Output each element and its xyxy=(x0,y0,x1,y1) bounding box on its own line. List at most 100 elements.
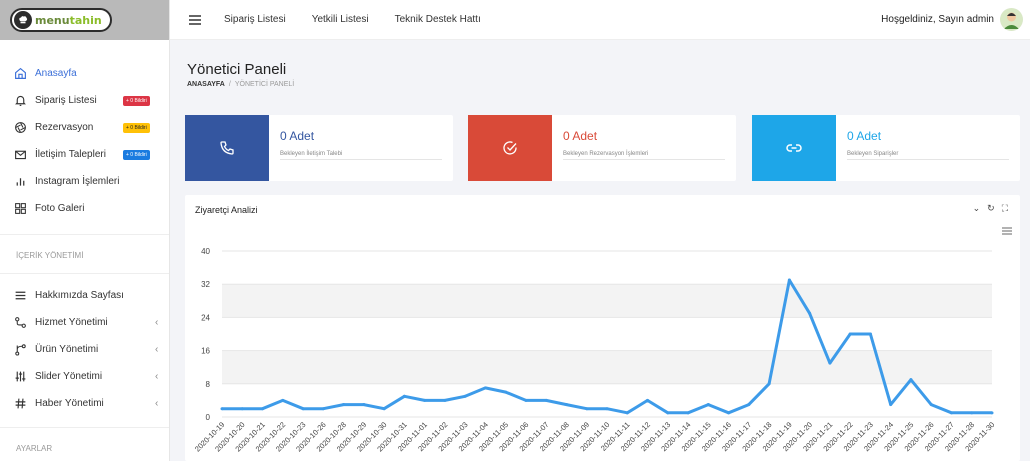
refresh-icon[interactable]: ↻ xyxy=(987,203,995,213)
grid-band xyxy=(222,284,992,318)
data-point[interactable] xyxy=(301,407,305,411)
data-point[interactable] xyxy=(949,411,953,415)
sidebar-item-label: İletişim Talepleri xyxy=(35,149,106,160)
sidebar: menutahin Anasayfa Sipariş Listesi + 0 B… xyxy=(0,0,170,461)
data-point[interactable] xyxy=(402,394,406,398)
grid-icon xyxy=(15,203,26,214)
data-point[interactable] xyxy=(646,398,650,402)
data-point[interactable] xyxy=(261,407,265,411)
data-point[interactable] xyxy=(848,332,852,336)
git-merge-icon xyxy=(15,344,26,356)
fullscreen-icon[interactable]: ⛶ xyxy=(1001,203,1008,213)
sidebar-item-foto-galeri[interactable]: Foto Galeri xyxy=(0,195,169,222)
section-title-content: İÇERİK YÖNETİMİ xyxy=(16,250,84,260)
data-point[interactable] xyxy=(706,403,710,407)
aperture-icon xyxy=(15,122,26,133)
notification-badge: + 0 Bildiri xyxy=(123,149,150,160)
data-point[interactable] xyxy=(504,390,508,394)
notification-badge: + 0 Bildiri xyxy=(123,122,150,133)
data-point[interactable] xyxy=(605,407,609,411)
data-point[interactable] xyxy=(686,411,690,415)
data-point[interactable] xyxy=(362,403,366,407)
data-point[interactable] xyxy=(625,411,629,415)
data-point[interactable] xyxy=(970,411,974,415)
y-tick-label: 40 xyxy=(201,247,210,256)
topbar: Sipariş Listesi Yetkili Listesi Teknik D… xyxy=(170,0,1030,40)
data-point[interactable] xyxy=(889,403,893,407)
stat-card-siparisler: 0 Adet Bekleyen Siparişler xyxy=(752,115,1020,181)
stat-card-rezervasyon: 0 Adet Bekleyen Rezervasyon İşlemleri xyxy=(468,115,736,181)
sidebar-item-rezervasyon[interactable]: Rezervasyon + 0 Bildiri xyxy=(0,114,169,141)
breadcrumb-current: YÖNETİCİ PANELİ xyxy=(234,81,295,88)
bar-chart-icon xyxy=(16,178,25,186)
topnav-siparis-listesi[interactable]: Sipariş Listesi xyxy=(224,14,286,25)
phone-icon xyxy=(220,141,234,155)
data-point[interactable] xyxy=(463,394,467,398)
logo[interactable]: menutahin xyxy=(10,8,112,32)
notification-badge: + 0 Bildiri xyxy=(123,95,150,106)
logo-text-tahin: tahin xyxy=(69,13,102,27)
hamburger-menu-icon[interactable] xyxy=(188,14,202,25)
data-point[interactable] xyxy=(483,386,487,390)
data-point[interactable] xyxy=(443,398,447,402)
data-point[interactable] xyxy=(220,407,224,411)
sidebar-item-label: Anasayfa xyxy=(35,68,77,79)
card-value: 0 Adet xyxy=(847,129,882,143)
y-tick-label: 8 xyxy=(206,380,211,389)
sliders-icon xyxy=(15,371,26,382)
sidebar-item-label: Slider Yönetimi xyxy=(35,371,103,382)
topnav-teknik-destek[interactable]: Teknik Destek Hattı xyxy=(394,14,481,25)
data-point[interactable] xyxy=(321,407,325,411)
sidebar-item-label: Ürün Yönetimi xyxy=(35,344,99,355)
data-point[interactable] xyxy=(808,311,812,315)
chevron-left-icon: ‹ xyxy=(155,344,159,355)
data-point[interactable] xyxy=(868,332,872,336)
data-point[interactable] xyxy=(585,407,589,411)
data-point[interactable] xyxy=(342,403,346,407)
data-point[interactable] xyxy=(666,411,670,415)
card-value: 0 Adet xyxy=(563,129,598,143)
sidebar-item-label: Foto Galeri xyxy=(35,203,85,214)
data-point[interactable] xyxy=(767,382,771,386)
stat-card-iletisim: 0 Adet Bekleyen İletişim Talebi xyxy=(185,115,453,181)
bell-icon xyxy=(15,95,26,106)
data-point[interactable] xyxy=(747,403,751,407)
sidebar-item-iletisim-talepleri[interactable]: İletişim Talepleri + 0 Bildiri xyxy=(0,141,169,168)
sidebar-item-instagram-islemleri[interactable]: Instagram İşlemleri xyxy=(0,168,169,195)
data-point[interactable] xyxy=(544,398,548,402)
data-point[interactable] xyxy=(727,411,731,415)
card-icon-bg xyxy=(752,115,836,181)
sidebar-item-slider-yonetimi[interactable]: Slider Yönetimi ‹ xyxy=(0,363,169,390)
link-icon xyxy=(786,144,802,152)
section-title-settings: AYARLAR xyxy=(16,443,53,453)
topnav-yetkili-listesi[interactable]: Yetkili Listesi xyxy=(311,14,369,25)
logo-text-menu: menu xyxy=(35,13,70,27)
avatar[interactable] xyxy=(1000,8,1023,31)
data-point[interactable] xyxy=(524,398,528,402)
sidebar-item-hizmet-yonetimi[interactable]: Hizmet Yönetimi ‹ xyxy=(0,309,169,336)
sidebar-item-urun-yonetimi[interactable]: Ürün Yönetimi ‹ xyxy=(0,336,169,363)
data-point[interactable] xyxy=(828,361,832,365)
data-point[interactable] xyxy=(423,398,427,402)
data-point[interactable] xyxy=(564,403,568,407)
data-point[interactable] xyxy=(382,407,386,411)
data-point[interactable] xyxy=(929,403,933,407)
chart-menu-icon[interactable] xyxy=(1002,227,1012,235)
data-point[interactable] xyxy=(990,411,994,415)
sidebar-item-hakkimizda[interactable]: Hakkımızda Sayfası xyxy=(0,282,169,309)
collapse-icon[interactable]: ⌄ xyxy=(972,203,981,213)
sidebar-item-label: Instagram İşlemleri xyxy=(35,176,120,187)
data-point[interactable] xyxy=(909,378,913,382)
breadcrumb: ANASAYFA / YÖNETİCİ PANELİ xyxy=(187,81,294,88)
data-point[interactable] xyxy=(240,407,244,411)
breadcrumb-root[interactable]: ANASAYFA xyxy=(187,81,225,88)
y-tick-label: 16 xyxy=(201,347,210,356)
sidebar-item-label: Sipariş Listesi xyxy=(35,95,97,106)
data-point[interactable] xyxy=(787,278,791,282)
sidebar-nav: Anasayfa Sipariş Listesi + 0 Bildiri Rez… xyxy=(0,40,169,461)
sidebar-item-siparis-listesi[interactable]: Sipariş Listesi + 0 Bildiri xyxy=(0,87,169,114)
card-value: 0 Adet xyxy=(280,129,315,143)
sidebar-item-haber-yonetimi[interactable]: Haber Yönetimi ‹ xyxy=(0,390,169,417)
sidebar-item-anasayfa[interactable]: Anasayfa xyxy=(0,60,169,87)
data-point[interactable] xyxy=(281,398,285,402)
